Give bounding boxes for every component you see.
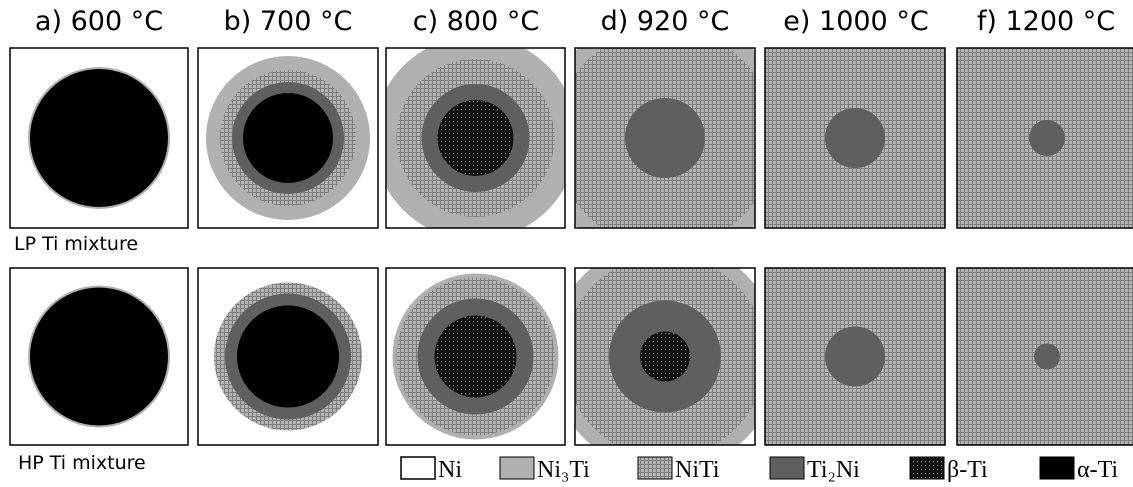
phase-layer xyxy=(1034,344,1060,370)
phase-panel xyxy=(10,48,188,228)
column-title: a) 600 °C xyxy=(35,6,163,37)
phase-panel xyxy=(198,268,378,445)
phase-layer xyxy=(625,98,705,178)
phase-panel xyxy=(765,268,945,445)
phase-panel xyxy=(540,13,790,263)
column-title: d) 920 °C xyxy=(601,6,730,37)
legend-label: α-Ti xyxy=(1077,457,1118,483)
phase-layer xyxy=(435,316,517,398)
legend-label: Ni xyxy=(438,457,462,483)
phase-layer xyxy=(825,327,885,387)
row-label: HP Ti mixture xyxy=(18,452,146,474)
legend-label: β-Ti xyxy=(947,457,988,483)
phase-panel xyxy=(198,48,378,228)
phase-panel xyxy=(957,48,1133,228)
legend-label: Ni₃Ti xyxy=(537,457,590,483)
column-title: b) 700 °C xyxy=(224,6,353,37)
phase-panel xyxy=(550,242,780,472)
phase-layer xyxy=(438,100,514,176)
legend-swatch xyxy=(910,457,944,479)
legend-swatch xyxy=(401,457,435,479)
legend-swatch xyxy=(1040,457,1074,479)
phase-panel xyxy=(386,268,565,445)
legend-label: Ti₂Ni xyxy=(807,457,860,483)
phase-panel xyxy=(957,268,1133,445)
figure: a) 600 °C b) 700 °C c) 800 °C d) 920 °C … xyxy=(0,0,1133,487)
phase-layer xyxy=(825,108,885,168)
column-title: c) 800 °C xyxy=(413,6,539,37)
phase-layer xyxy=(243,93,333,183)
phase-layer xyxy=(237,306,339,408)
phase-layer xyxy=(30,69,168,207)
column-title: f) 1200 °C xyxy=(977,6,1115,37)
phase-panel xyxy=(10,268,188,445)
column-title: e) 1000 °C xyxy=(783,6,928,37)
phase-layer xyxy=(1029,120,1065,156)
phase-panel xyxy=(765,48,945,228)
phase-layer xyxy=(640,332,690,382)
phase-layer xyxy=(30,288,168,426)
legend: Ni Ni₃Ti NiTi Ti₂Ni β-Ti α-Ti xyxy=(401,457,1118,483)
legend-swatch xyxy=(500,457,534,479)
legend-swatch xyxy=(638,457,672,479)
panels xyxy=(10,13,1133,472)
row-label: LP Ti mixture xyxy=(14,233,138,255)
legend-label: NiTi xyxy=(675,457,720,483)
phase-panel xyxy=(374,36,578,240)
legend-swatch xyxy=(770,457,804,479)
